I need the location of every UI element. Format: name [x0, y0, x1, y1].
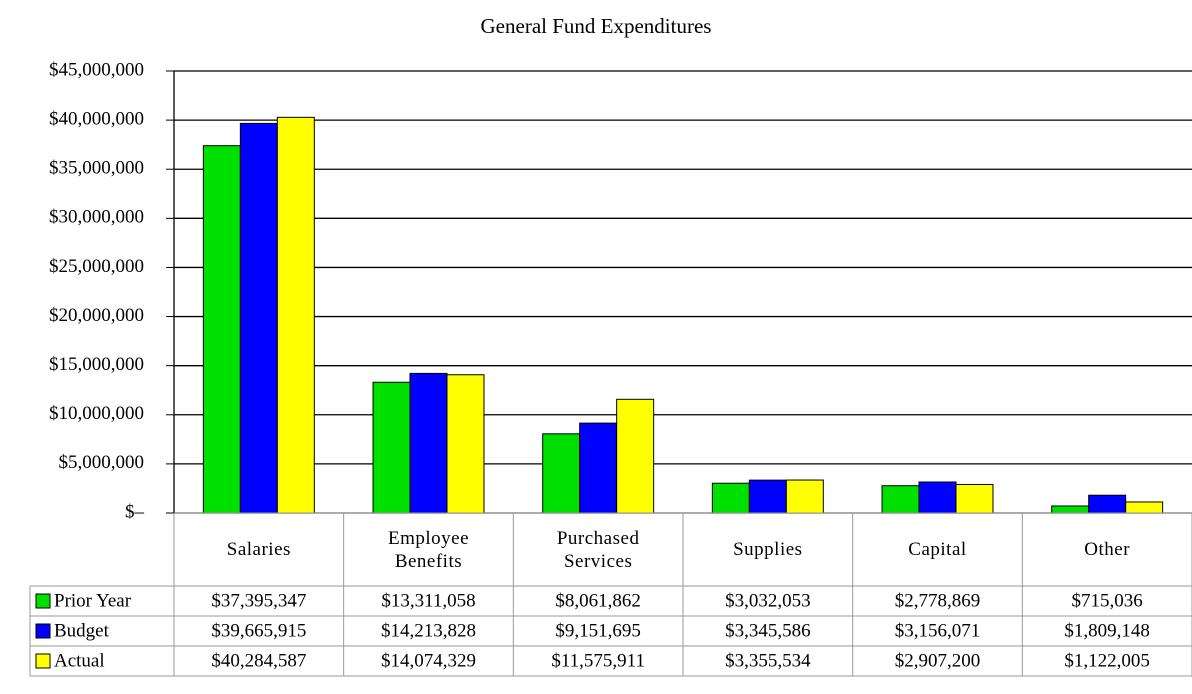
bar [202, 145, 241, 514]
bar [748, 479, 787, 514]
y-tick-label: $45,000,000 [49, 59, 144, 80]
bar [276, 116, 315, 514]
bar [446, 374, 485, 514]
bar [239, 122, 278, 514]
bar [881, 485, 920, 514]
x-tick-label: Purchased Services [513, 513, 683, 586]
y-tick-label: $15,000,000 [49, 354, 144, 375]
table-value: $2,778,869 [895, 590, 981, 611]
bar [1051, 505, 1090, 514]
table-value: $37,395,347 [211, 590, 306, 611]
y-tick-label: $20,000,000 [49, 305, 144, 326]
table-value: $13,311,058 [381, 590, 475, 611]
bar [542, 433, 581, 514]
table-value: $2,907,200 [895, 650, 981, 671]
category-label: Salaries [226, 539, 291, 560]
table-value: $3,032,053 [725, 590, 811, 611]
table-value: $11,575,911 [551, 650, 645, 671]
y-tick-label: $30,000,000 [49, 207, 144, 228]
bar [409, 372, 448, 514]
table-value: $3,345,586 [725, 620, 811, 641]
legend-label: Prior Year [54, 590, 132, 611]
table-value: $715,036 [1072, 590, 1143, 611]
table-value: $39,665,915 [211, 620, 306, 641]
bar [955, 483, 994, 514]
chart-title: General Fund Expenditures [481, 14, 712, 38]
category-label: Employee Benefits [387, 527, 469, 572]
bar [785, 479, 824, 514]
bar [918, 481, 957, 514]
x-tick-label: Employee Benefits [344, 513, 514, 586]
table-value: $40,284,587 [211, 650, 306, 671]
y-tick-label: $40,000,000 [49, 108, 144, 129]
legend-swatch [35, 623, 51, 639]
category-label: Purchased Services [556, 527, 640, 572]
legend-label: Budget [54, 620, 110, 641]
table-value: $14,213,828 [381, 620, 476, 641]
table-value: $1,809,148 [1064, 620, 1150, 641]
table-value: $1,122,005 [1064, 650, 1150, 671]
y-tick-label: $5,000,000 [59, 452, 145, 473]
bar [1125, 501, 1164, 514]
x-tick-label: Other [1022, 513, 1192, 586]
bar [372, 381, 411, 514]
category-label: Capital [908, 539, 967, 560]
legend-swatch [35, 653, 51, 669]
table-value: $9,151,695 [555, 620, 641, 641]
category-label: Supplies [733, 539, 803, 560]
y-tick-label: $10,000,000 [49, 403, 144, 424]
legend-label: Actual [54, 650, 105, 671]
x-tick-label: Salaries [174, 513, 344, 586]
x-tick-label: Supplies [683, 513, 853, 586]
y-tick-label: $35,000,000 [49, 158, 144, 179]
category-label: Other [1084, 539, 1131, 560]
legend-swatch [35, 593, 51, 609]
y-tick-label: $– [125, 501, 145, 522]
y-tick-label: $25,000,000 [49, 256, 144, 277]
bar [1088, 494, 1127, 514]
table-value: $3,156,071 [895, 620, 981, 641]
x-tick-label: Capital [853, 513, 1023, 586]
bar [711, 482, 750, 514]
bar [616, 398, 655, 514]
bar [579, 422, 618, 514]
table-value: $3,355,534 [725, 650, 811, 671]
table-value: $8,061,862 [555, 590, 641, 611]
table-value: $14,074,329 [381, 650, 476, 671]
